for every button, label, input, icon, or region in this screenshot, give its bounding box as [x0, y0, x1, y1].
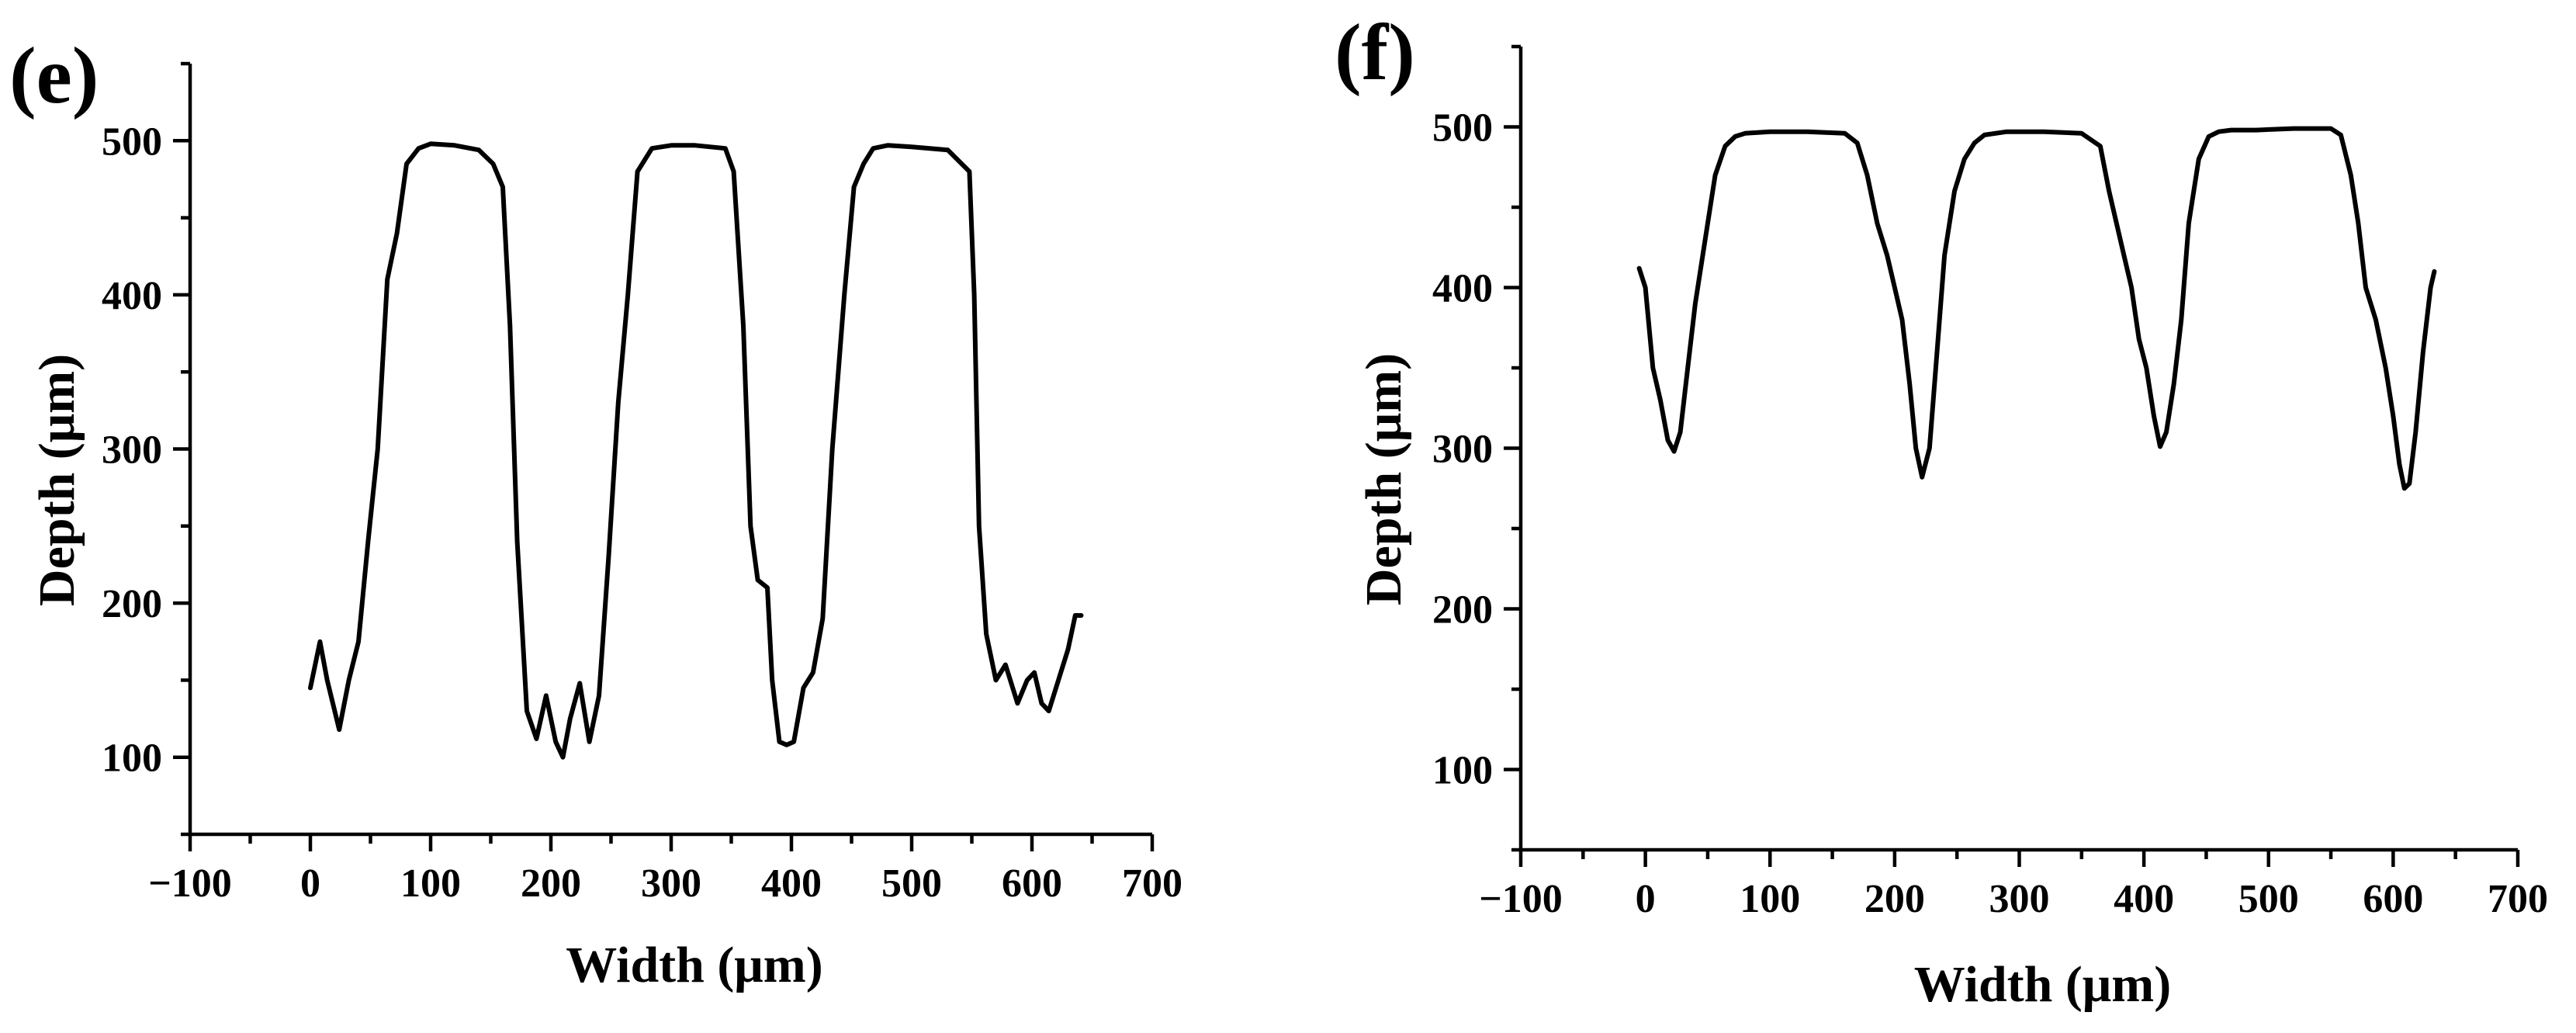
chart-panel-f: (f) −100 0 100 200 300 400 500 600 700 100 200 300 4… — [1335, 8, 2548, 1013]
x-tick-label: 0 — [1636, 877, 1656, 921]
x-tick-label: −100 — [1479, 877, 1563, 921]
panel-label-e: (e) — [9, 31, 99, 120]
x-tick-label: 600 — [2363, 877, 2423, 921]
y-axis-title: Depth (μm) — [1356, 353, 1412, 605]
y-axis-title: Depth (μm) — [29, 354, 85, 606]
x-tick-label: 200 — [521, 861, 581, 906]
tick-labels: −100 0 100 200 300 400 500 600 700 100 200 300 400 50… — [1432, 106, 2548, 922]
tick-marks — [1504, 44, 2520, 867]
x-tick-label: 100 — [1740, 877, 1800, 921]
x-tick-label: 200 — [1864, 877, 1925, 921]
x-tick-label: 500 — [881, 861, 942, 906]
x-tick-label: 300 — [1989, 877, 2050, 921]
chart-panel-e: (e) −100 0 100 200 300 400 500 600 700 100 200 300 4… — [9, 31, 1182, 993]
tick-marks — [173, 61, 1155, 851]
y-tick-label: 300 — [1432, 428, 1493, 472]
x-axis-title: Width (μm) — [1914, 956, 2171, 1013]
y-tick-label: 500 — [102, 120, 162, 164]
y-tick-label: 300 — [102, 428, 162, 473]
x-tick-label: 600 — [1002, 861, 1062, 906]
x-tick-label: −100 — [148, 861, 232, 906]
series-line-profile-f — [1636, 126, 2437, 491]
x-tick-label: 400 — [761, 861, 822, 906]
x-tick-label: 500 — [2238, 877, 2299, 921]
tick-labels: −100 0 100 200 300 400 500 600 700 100 200 300 400 50… — [102, 120, 1182, 906]
x-tick-label: 400 — [2114, 877, 2174, 921]
x-tick-label: 700 — [1122, 861, 1182, 906]
y-tick-label: 200 — [1432, 588, 1493, 633]
y-tick-label: 500 — [1432, 106, 1493, 151]
x-tick-label: 300 — [641, 861, 701, 906]
x-tick-label: 0 — [300, 861, 320, 906]
y-tick-label: 200 — [102, 582, 162, 626]
x-tick-label: 700 — [2488, 877, 2548, 921]
y-tick-label: 100 — [102, 737, 162, 781]
y-tick-label: 400 — [1432, 267, 1493, 311]
series-line-profile-e — [308, 141, 1084, 760]
y-tick-label: 100 — [1432, 749, 1493, 793]
x-axis-title: Width (μm) — [566, 937, 822, 993]
x-tick-label: 100 — [400, 861, 461, 906]
y-tick-label: 400 — [102, 274, 162, 318]
panel-label-f: (f) — [1335, 8, 1415, 97]
